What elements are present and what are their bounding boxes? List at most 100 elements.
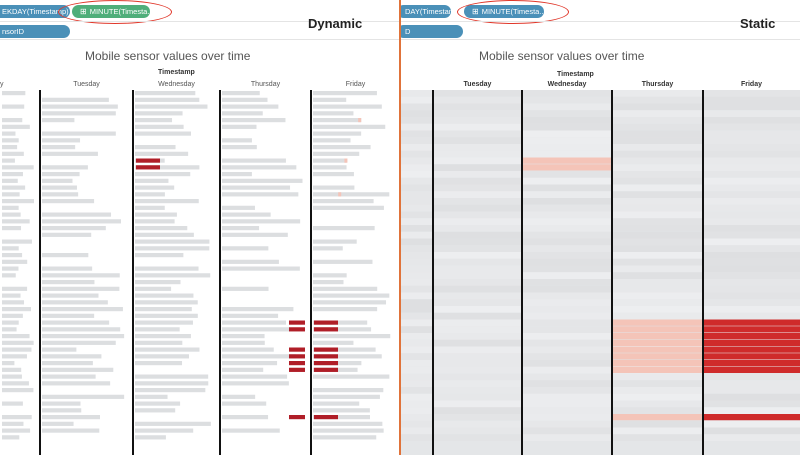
heatmap-cell: [222, 118, 286, 123]
sensorid-pill[interactable]: D: [401, 25, 463, 38]
heatmap-cell: [612, 238, 703, 246]
heatmap-cell: [522, 117, 612, 124]
heatmap-cell: [433, 333, 522, 340]
heatmap-cell: [42, 408, 82, 413]
heatmap-cell: [222, 327, 290, 332]
heatmap-cell: [2, 138, 19, 143]
heatmap-cell: [612, 123, 703, 131]
heatmap-cell: [42, 340, 116, 345]
heatmap-cell: [222, 381, 289, 386]
heatmap-cell: [222, 165, 297, 170]
heatmap-cell: [401, 144, 433, 151]
mode-label: Dynamic: [308, 16, 363, 31]
heatmap-cell: [2, 212, 21, 217]
heatmap-cell: [522, 225, 612, 232]
heatmap-cell-red: [314, 320, 338, 325]
heatmap-cell: [135, 151, 189, 156]
heatmap-cell: [703, 211, 800, 219]
shelf-divider: [401, 39, 800, 40]
heatmap-cell: [42, 374, 96, 379]
sensorid-pill[interactable]: nsorID: [0, 25, 70, 38]
heatmap-cell-light-red: [522, 157, 612, 164]
heatmap-cell: [401, 285, 433, 293]
day-separator: [521, 90, 523, 455]
heatmap-cell: [2, 259, 28, 264]
heatmap-cell: [401, 339, 433, 347]
heatmap-cell: [222, 246, 269, 251]
heatmap-cell: [612, 117, 703, 124]
heatmap-cell: [135, 313, 198, 318]
heatmap-cell: [2, 118, 23, 123]
heatmap-cell: [222, 97, 268, 102]
x-header-label: Timestamp: [158, 69, 195, 76]
heatmap-cell: [612, 299, 703, 306]
day-separator: [219, 90, 221, 455]
heatmap-cell-light-red: [522, 164, 612, 171]
heatmap-cell: [42, 307, 123, 312]
heatmap-cell: [2, 266, 19, 271]
heatmap-cell: [522, 292, 612, 300]
heatmap-cell: [522, 393, 612, 401]
heatmap-cell: [401, 366, 433, 374]
heatmap-cell: [2, 388, 34, 393]
heatmap-cell: [433, 414, 522, 421]
heatmap-cell: [522, 258, 612, 266]
heatmap-cell-red: [314, 361, 338, 366]
heatmap-cell: [522, 245, 612, 252]
weekday-timestamp-pill[interactable]: EKDAY(Timestamp): [0, 5, 70, 18]
heatmap-cell: [2, 273, 16, 278]
heatmap-cell: [135, 435, 166, 440]
heatmap-cell: [222, 205, 255, 210]
heatmap-cell: [2, 307, 32, 312]
heatmap-cell: [433, 130, 522, 138]
heatmap-cell: [313, 401, 360, 406]
heatmap-cell: [222, 286, 269, 291]
heatmap-cell: [222, 192, 299, 197]
heatmap-cell: [401, 225, 433, 232]
heatmap-cell-red: [289, 320, 305, 325]
heatmap-cell: [313, 205, 384, 210]
heatmap-cell-light-red: [344, 158, 348, 163]
heatmap-cell: [612, 258, 703, 266]
heatmap-cell: [522, 272, 612, 279]
heatmap-cell: [2, 381, 29, 386]
heatmap-cell: [2, 253, 23, 258]
heatmap-cell-light-red: [612, 360, 703, 367]
heatmap-cell: [433, 373, 522, 381]
day-separator: [310, 90, 312, 455]
heatmap-cell: [42, 300, 108, 305]
heatmap-cell: [2, 428, 31, 433]
heatmap-cell: [222, 361, 278, 366]
heatmap-cell: [401, 117, 433, 124]
heatmap-cell: [135, 354, 189, 359]
heatmap-cell: [401, 123, 433, 131]
heatmap-cell: [401, 211, 433, 219]
heatmap-cell: [612, 292, 703, 300]
heatmap-cell: [401, 184, 433, 192]
heatmap-cell: [401, 171, 433, 178]
heatmap-cell: [313, 428, 384, 433]
heatmap-cell: [42, 131, 116, 136]
heatmap-cell: [401, 427, 433, 435]
heatmap-cell: [433, 150, 522, 158]
heatmap-cell-light-red: [612, 346, 703, 353]
heatmap-cell: [2, 334, 30, 339]
heatmap-cell: [42, 428, 100, 433]
heatmap-cell: [222, 172, 252, 177]
day-timestamp-pill[interactable]: DAY(Timestamp): [401, 5, 451, 18]
heatmap-cell: [42, 354, 102, 359]
heatmap-cell: [2, 435, 20, 440]
heatmap-cell: [522, 184, 612, 192]
chart-title: Mobile sensor values over time: [479, 49, 645, 63]
heatmap-cell: [433, 117, 522, 124]
heatmap-cell: [522, 380, 612, 387]
heatmap-cell: [135, 293, 194, 298]
heatmap-cell: [313, 307, 378, 312]
heatmap-cell: [401, 306, 433, 313]
heatmap-cell: [703, 198, 800, 205]
heatmap-cell: [703, 123, 800, 131]
heatmap-cell: [2, 165, 34, 170]
heatmap-cell: [433, 407, 522, 414]
heatmap-cell: [42, 192, 79, 197]
heatmap-cell: [2, 354, 27, 359]
